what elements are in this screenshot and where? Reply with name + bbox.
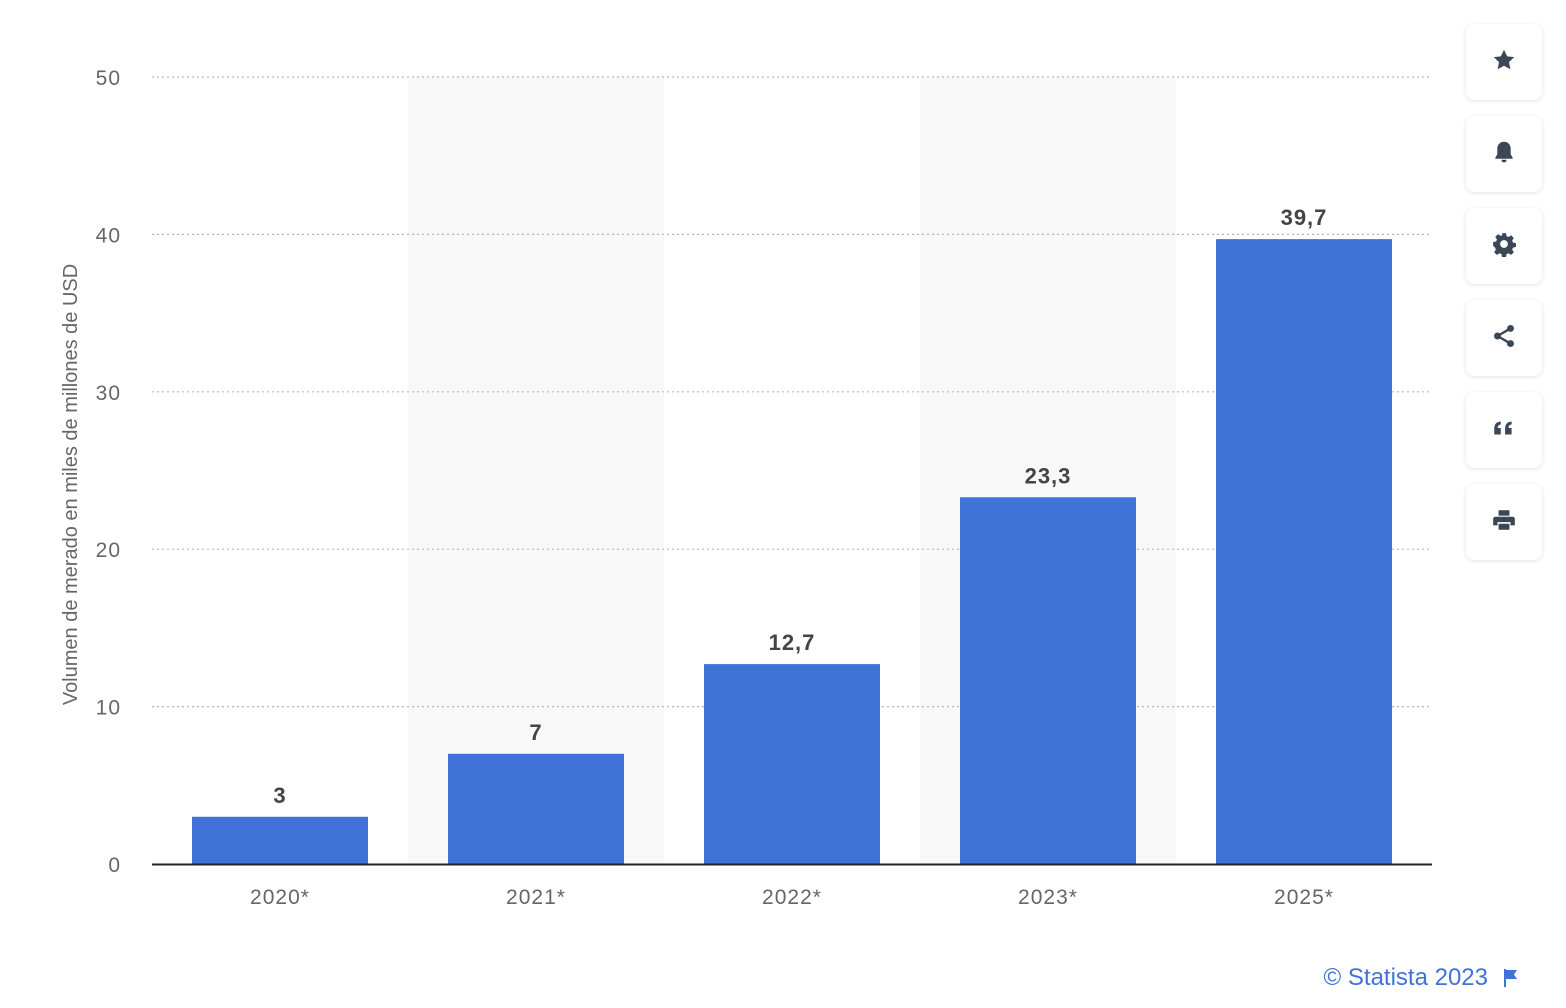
y-tick-label: 10 (96, 697, 121, 720)
bars-group (192, 239, 1392, 864)
bar-2023*[interactable] (960, 497, 1136, 864)
x-tick-label: 2021* (506, 886, 566, 909)
share-button[interactable] (1466, 300, 1542, 376)
star-icon (1491, 47, 1517, 78)
bar-value-label: 3 (273, 783, 286, 808)
bar-value-label: 39,7 (1281, 205, 1328, 230)
printer-icon (1491, 507, 1517, 538)
y-tick-label: 50 (96, 67, 121, 90)
settings-button[interactable] (1466, 208, 1542, 284)
y-tick-label: 0 (108, 854, 121, 877)
y-tick-label: 20 (96, 539, 121, 562)
favorite-button[interactable] (1466, 24, 1542, 100)
y-axis-title: Volumen de merado en miles de millones d… (60, 264, 82, 705)
share-icon (1491, 323, 1517, 354)
bar-value-label: 7 (529, 720, 542, 745)
cite-button[interactable] (1466, 392, 1542, 468)
bar-value-label: 23,3 (1025, 463, 1072, 488)
bar-2020*[interactable] (192, 816, 368, 864)
bar-2021*[interactable] (448, 753, 624, 864)
x-tick-label: 2020* (250, 886, 310, 909)
x-tick-label: 2025* (1274, 886, 1334, 909)
band-1 (408, 77, 664, 864)
x-tick-label: 2023* (1018, 886, 1078, 909)
y-tick-label: 30 (96, 382, 121, 405)
x-axis-ticks: 2020* 2021* 2022* 2023* 2025* (250, 886, 1334, 909)
statista-credit[interactable]: © Statista 2023 (1324, 964, 1520, 992)
bar-2022*[interactable] (704, 664, 880, 864)
bar-value-label: 12,7 (769, 630, 816, 655)
bell-icon (1491, 139, 1517, 170)
print-button[interactable] (1466, 484, 1542, 560)
notifications-button[interactable] (1466, 116, 1542, 192)
flag-icon[interactable] (1502, 968, 1520, 988)
credit-text[interactable]: © Statista 2023 (1323, 964, 1488, 991)
alternating-bands (408, 77, 1176, 864)
bar-value-labels: 3 7 12,7 23,3 39,7 (273, 205, 1328, 808)
y-axis-ticks: 0 10 20 30 40 50 (96, 67, 121, 877)
chart-toolbar (1466, 24, 1542, 576)
bar-2025*[interactable] (1216, 239, 1392, 864)
x-tick-label: 2022* (762, 886, 822, 909)
y-tick-label: 40 (96, 224, 121, 247)
quote-icon (1491, 415, 1517, 446)
gear-icon (1491, 231, 1517, 262)
